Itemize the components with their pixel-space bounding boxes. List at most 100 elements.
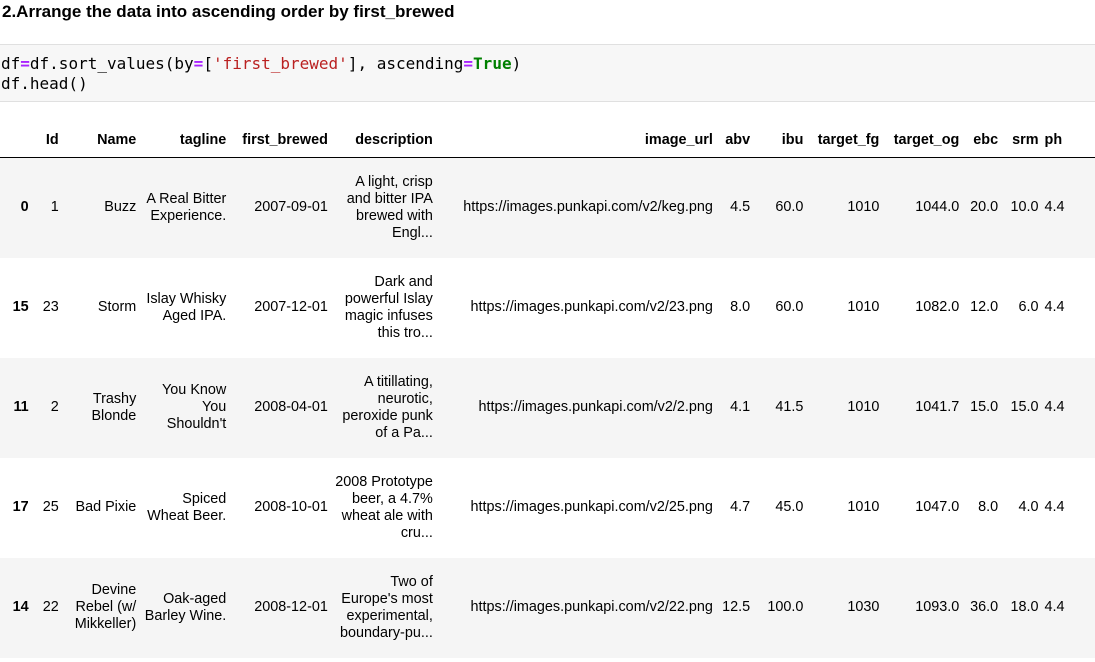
table-cell: Bad Pixie bbox=[75, 499, 137, 515]
dataframe-table: Id Name tagline first_brewed description… bbox=[0, 124, 1095, 658]
section-heading: 2.Arrange the data into ascending order … bbox=[2, 2, 455, 21]
table-cell: 4.7 bbox=[730, 499, 751, 515]
table-cell: 1010 bbox=[847, 399, 880, 415]
row-index: 14 bbox=[12, 599, 29, 615]
table-cell: 1010 bbox=[847, 199, 880, 216]
table-cell: 100.0 bbox=[767, 599, 804, 615]
table-cell: 8.0 bbox=[978, 499, 999, 515]
table-row: 15 23 Storm Islay Whisky Aged IPA. 2007-12-0… bbox=[0, 257, 1095, 358]
description-text: Dark and powerful Islay magic infuses th… bbox=[344, 273, 433, 341]
code-operator: = bbox=[20, 54, 30, 73]
table-cell: Spiced Wheat Beer. bbox=[147, 490, 227, 524]
table-row: 14 22 Devine Rebel (w/ Mikkeller) Oak-aged … bbox=[0, 557, 1095, 658]
code-token: [ bbox=[203, 54, 213, 73]
table-cell: 45.0 bbox=[775, 499, 804, 515]
table-cell: 18.0 bbox=[1010, 599, 1039, 615]
table-cell: 1030 bbox=[847, 599, 880, 615]
table-cell: 1044.0 bbox=[915, 199, 960, 216]
table-cell: 4.5 bbox=[730, 199, 751, 216]
code-cell[interactable]: df=df.sort_values(by=['first_brewed'], a… bbox=[0, 44, 1095, 102]
table-cell: 23 bbox=[42, 299, 59, 315]
table-cell: 1041.7 bbox=[915, 399, 960, 415]
table-cell: 20.0 bbox=[970, 199, 999, 216]
table-cell: https://images.punkapi.com/v2/25.png bbox=[470, 499, 713, 515]
row-index: 17 bbox=[12, 499, 29, 515]
code-operator: = bbox=[193, 54, 204, 73]
description-text: Two of Europe's most experimental, bound… bbox=[340, 573, 433, 641]
table-cell: 1 bbox=[50, 199, 59, 216]
column-header: tagline bbox=[139, 124, 230, 158]
code-token: ) bbox=[511, 54, 522, 73]
table-cell: 4.4 bbox=[1044, 599, 1065, 615]
table-cell: Buzz bbox=[104, 199, 137, 216]
table-cell: Islay Whisky Aged IPA. bbox=[146, 290, 227, 324]
column-header: ph bbox=[1041, 124, 1095, 158]
table-cell: 4.4 bbox=[1044, 299, 1065, 315]
table-cell: 25 bbox=[42, 499, 59, 515]
table-cell: 41.5 bbox=[775, 399, 804, 415]
table-cell: 15.0 bbox=[970, 399, 999, 415]
table-cell: Devine Rebel (w/ Mikkeller) bbox=[74, 582, 137, 632]
table-cell: 4.0 bbox=[1018, 499, 1039, 515]
table-cell: You Know You Shouldn't bbox=[162, 382, 227, 432]
table-cell: 2008-10-01 bbox=[254, 499, 328, 515]
table-row: 17 25 Bad Pixie Spiced Wheat Beer. 2008-10-0… bbox=[0, 457, 1095, 558]
table-cell: 2 bbox=[50, 399, 59, 415]
column-header: ibu bbox=[753, 124, 807, 158]
code-editor[interactable]: df=df.sort_values(by=['first_brewed'], a… bbox=[0, 45, 1095, 94]
column-header: first_brewed bbox=[229, 124, 331, 158]
table-cell: 22 bbox=[42, 599, 59, 615]
table-cell: 36.0 bbox=[970, 599, 999, 615]
table-cell: 4.4 bbox=[1044, 199, 1065, 216]
column-header: Name bbox=[61, 124, 140, 158]
table-cell: 1047.0 bbox=[915, 499, 960, 515]
table-cell: A Real Bitter Experience. bbox=[146, 190, 227, 224]
column-header bbox=[0, 124, 32, 158]
column-header: description bbox=[330, 124, 436, 158]
column-header: target_fg bbox=[806, 124, 883, 158]
code-operator: = bbox=[463, 54, 474, 73]
column-header: image_url bbox=[435, 124, 716, 158]
column-header: ebc bbox=[962, 124, 1002, 158]
table-cell: 2007-12-01 bbox=[254, 299, 328, 315]
column-header: abv bbox=[715, 124, 754, 158]
table-row: 11 2 Trashy Blonde You Know You Shouldn't 20… bbox=[0, 357, 1095, 458]
table-cell: 2007-09-01 bbox=[254, 199, 328, 216]
code-token: ], ascending bbox=[347, 54, 464, 73]
table-cell: Storm bbox=[97, 299, 137, 315]
table-cell: 1010 bbox=[847, 499, 880, 515]
table-header-row: Id Name tagline first_brewed description… bbox=[0, 124, 1095, 158]
row-index: 11 bbox=[13, 399, 29, 415]
table-cell: 12.0 bbox=[970, 299, 999, 315]
table-cell: 2008-12-01 bbox=[254, 599, 328, 615]
table-cell: 1093.0 bbox=[915, 599, 960, 615]
output-area: Id Name tagline first_brewed description… bbox=[0, 124, 1095, 662]
table-cell: 60.0 bbox=[775, 199, 804, 216]
code-token: df bbox=[1, 54, 21, 73]
table-cell: Oak-aged Barley Wine. bbox=[144, 590, 227, 624]
code-keyword: True bbox=[473, 54, 512, 73]
column-header: target_og bbox=[882, 124, 963, 158]
table-cell: Trashy Blonde bbox=[91, 390, 137, 424]
table-cell: A light, crisp and bitter IPA brewed wit… bbox=[331, 158, 436, 258]
table-cell: https://images.punkapi.com/v2/2.png bbox=[478, 399, 713, 415]
column-header: Id bbox=[31, 124, 62, 158]
table-cell: 4.4 bbox=[1044, 499, 1065, 515]
description-text: A titillating, neurotic, peroxide punk o… bbox=[342, 373, 433, 441]
table-cell: 10.0 bbox=[1010, 199, 1039, 216]
table-cell: 15.0 bbox=[1010, 399, 1039, 415]
table-cell: https://images.punkapi.com/v2/keg.png bbox=[463, 199, 713, 216]
table-cell: A titillating, neurotic, peroxide punk o… bbox=[331, 358, 436, 458]
table-cell: 1010 bbox=[847, 299, 880, 315]
table-cell: Two of Europe's most experimental, bound… bbox=[331, 558, 436, 658]
table-cell: 2008-04-01 bbox=[254, 399, 328, 415]
row-index: 15 bbox=[12, 299, 29, 315]
code-line-2: df.head() bbox=[1, 74, 88, 93]
column-header: srm bbox=[1001, 124, 1042, 158]
description-text: A light, crisp and bitter IPA brewed wit… bbox=[346, 173, 433, 241]
row-index: 0 bbox=[20, 199, 29, 216]
table-cell: 1082.0 bbox=[915, 299, 960, 315]
description-text: 2008 Prototype beer, a 4.7% wheat ale wi… bbox=[335, 473, 433, 541]
table-cell: 4.4 bbox=[1044, 399, 1065, 415]
table-row: 0 1 Buzz A Real Bitter Experience. 2007-09-0… bbox=[0, 157, 1095, 258]
